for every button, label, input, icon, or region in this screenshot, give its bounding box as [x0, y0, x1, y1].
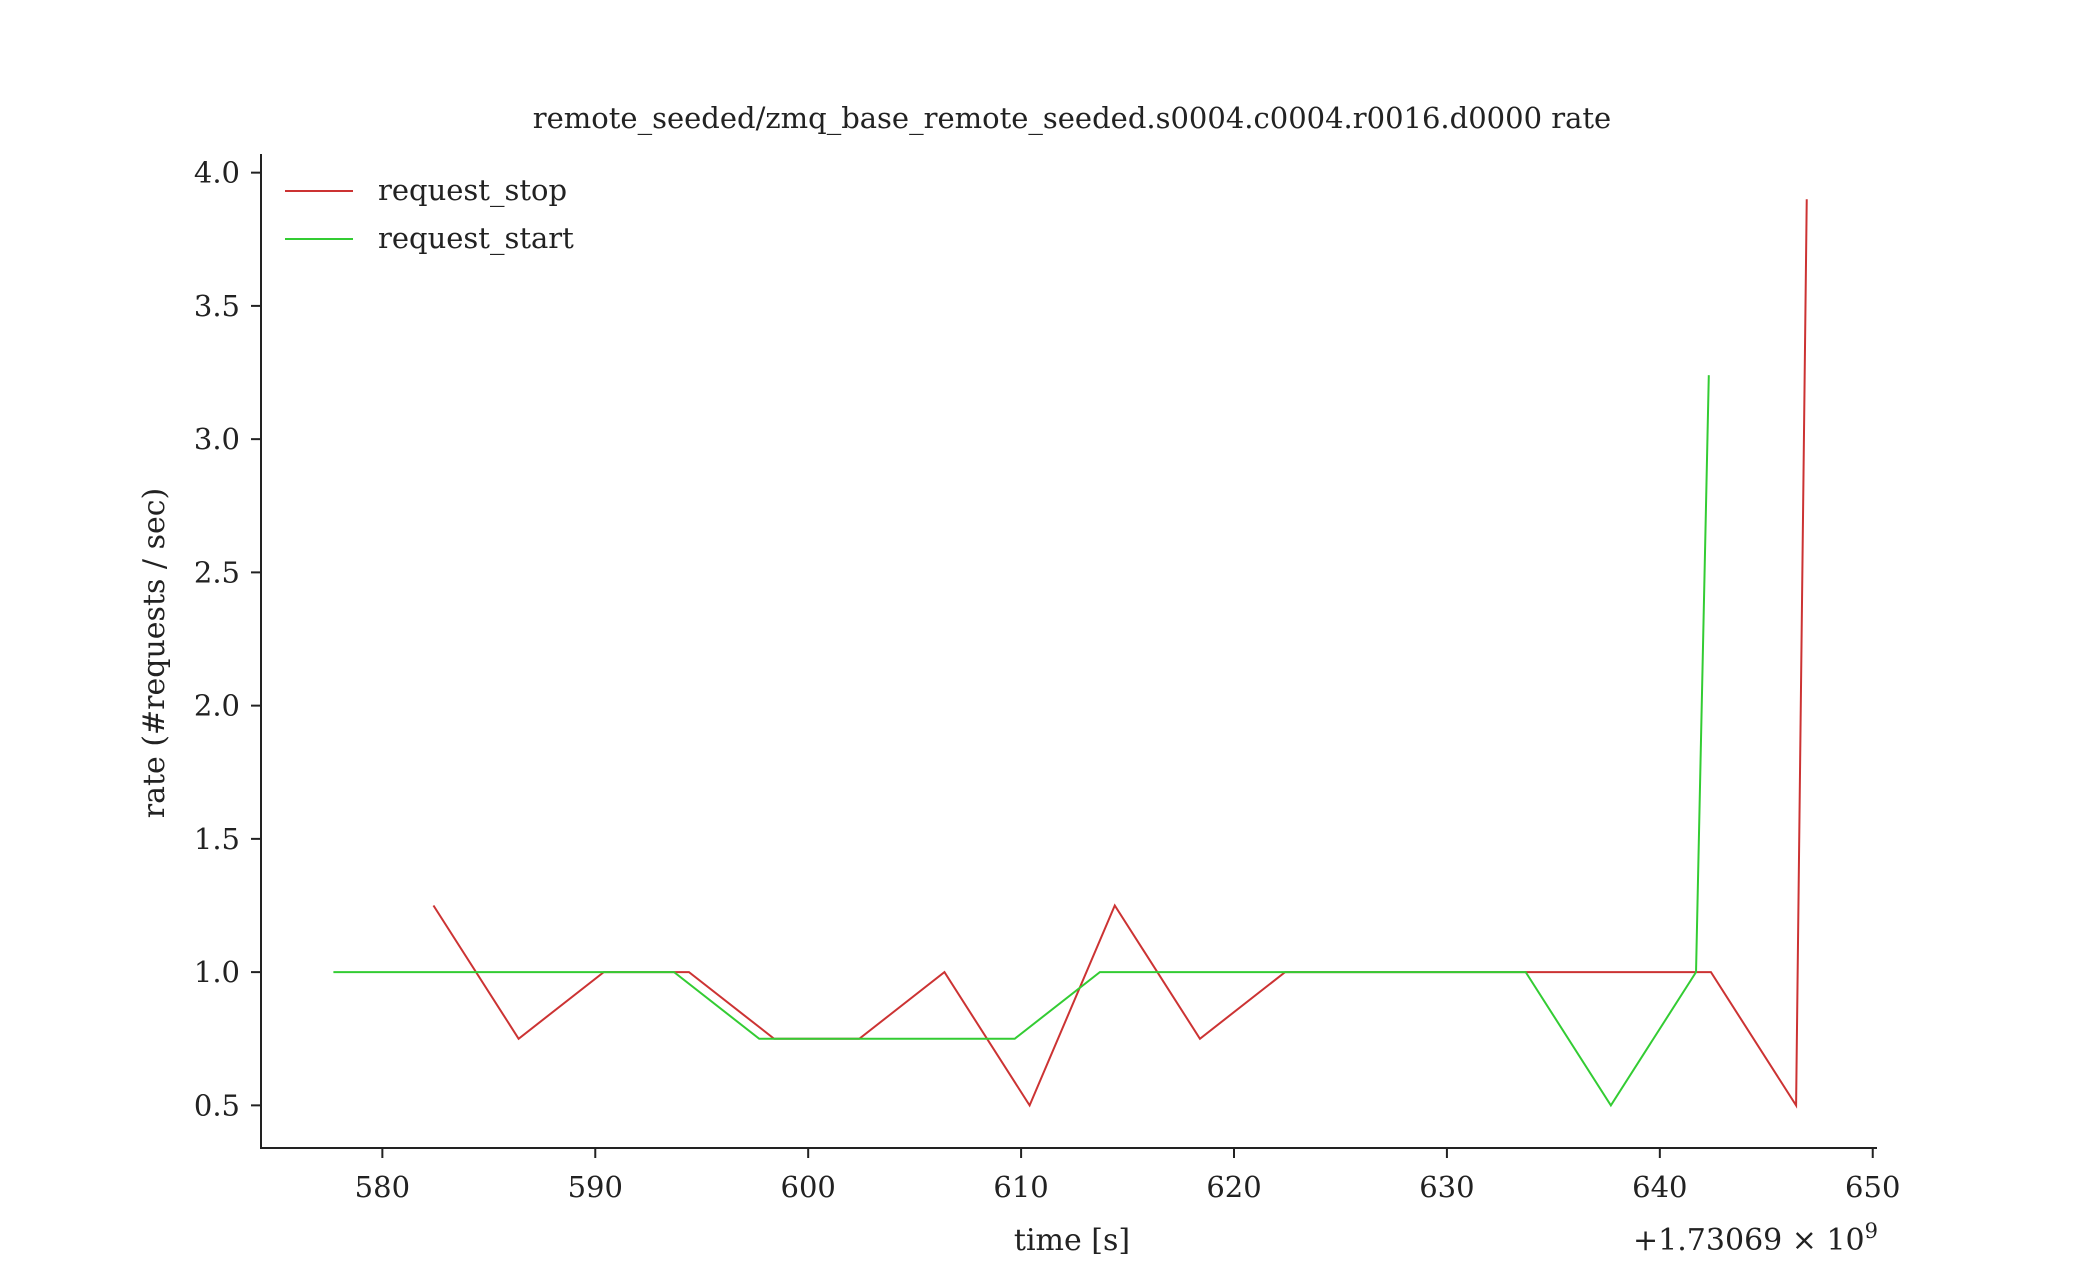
series-layer — [333, 199, 1808, 1109]
x-axis-ticks: 580 590 600 610 620 630 640 650 — [355, 1148, 1900, 1204]
series-line-request-stop — [432, 199, 1808, 1109]
x-tick-label: 610 — [993, 1170, 1048, 1204]
y-tick-label: 2.5 — [194, 555, 240, 589]
x-axis-offset-exponent: 9 — [1865, 1219, 1878, 1243]
chart-legend: request_stop request_start — [285, 173, 574, 256]
axes-spines — [260, 154, 1877, 1149]
y-tick-label: 4.0 — [194, 156, 240, 190]
y-axis-label: rate (#requests / sec) — [137, 488, 172, 818]
x-tick-label: 620 — [1206, 1170, 1261, 1204]
series-line-request-start — [333, 375, 1710, 1108]
y-tick-label: 2.0 — [194, 689, 240, 723]
y-tick-label: 0.5 — [194, 1088, 240, 1122]
x-tick-label: 630 — [1419, 1170, 1474, 1204]
x-tick-label: 640 — [1632, 1170, 1687, 1204]
x-tick-label: 580 — [355, 1170, 410, 1204]
y-tick-label: 1.5 — [194, 822, 240, 856]
legend-label-request-start: request_start — [378, 221, 574, 256]
y-tick-label: 1.0 — [194, 955, 240, 989]
y-tick-label: 3.5 — [194, 289, 240, 323]
x-tick-label: 590 — [568, 1170, 623, 1204]
legend-label-request-stop: request_stop — [378, 173, 567, 208]
chart-title: remote_seeded/zmq_base_remote_seeded.s00… — [533, 101, 1611, 136]
x-axis-offset-label: +1.73069 × 109 — [1633, 1219, 1878, 1258]
y-axis-ticks: 0.5 1.0 1.5 2.0 2.5 3.0 3.5 4.0 — [194, 156, 261, 1122]
x-axis-label: time [s] — [1014, 1223, 1130, 1258]
x-tick-label: 600 — [781, 1170, 836, 1204]
x-axis-offset-mantissa: +1.73069 × 10 — [1633, 1223, 1865, 1258]
x-tick-label: 650 — [1845, 1170, 1900, 1204]
y-tick-label: 3.0 — [194, 422, 240, 456]
